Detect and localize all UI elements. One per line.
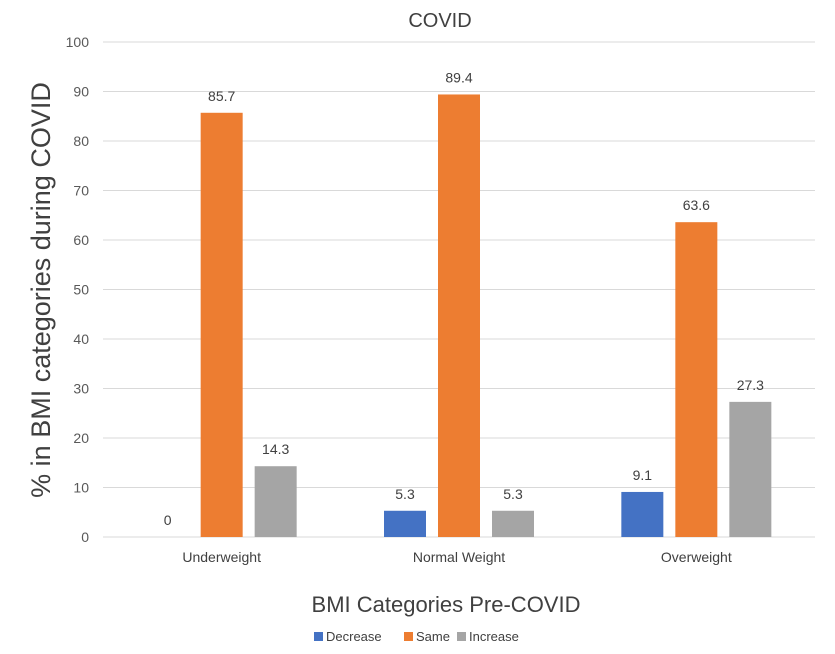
data-label: 0 [164,512,172,528]
x-tick-label: Overweight [661,549,732,565]
y-tick-label: 30 [73,381,89,397]
data-label: 89.4 [445,69,472,85]
legend-swatch-increase [457,632,466,641]
y-tick-label: 0 [81,529,89,545]
bar-decrease-overweight [621,491,664,537]
legend-label-decrease: Decrease [326,629,382,644]
data-label: 5.3 [503,486,523,502]
y-tick-label: 60 [73,232,89,248]
bar-increase-normal-weight [492,510,534,537]
data-label: 63.6 [683,197,710,213]
y-axis-label: % in BMI categories during COVID [26,82,56,498]
legend-swatch-decrease [314,632,323,641]
data-label: 5.3 [395,486,415,502]
bar-increase-overweight [729,401,772,537]
legend-label-increase: Increase [469,629,519,644]
bars [200,94,772,537]
data-labels: 0 85.7 14.3 5.3 89.4 5.3 9.1 63.6 27.3 [164,69,764,528]
y-axis-ticks: 0 10 20 30 40 50 60 70 80 90 100 [66,34,90,545]
legend-swatch-same [404,632,413,641]
y-tick-label: 80 [73,133,89,149]
x-axis-categories: Underweight Normal Weight Overweight [182,549,731,565]
bar-increase-underweight [254,466,297,537]
y-tick-label: 50 [73,282,89,298]
data-label: 9.1 [633,467,653,483]
legend-label-same: Same [416,629,450,644]
y-tick-label: 70 [73,183,89,199]
bar-same-underweight [200,112,243,537]
y-tick-label: 20 [73,430,89,446]
data-label: 14.3 [262,441,289,457]
legend: Decrease Same Increase [314,629,519,644]
bar-same-normal-weight [438,94,480,537]
chart-title: COVID [408,10,471,32]
y-tick-label: 90 [73,84,89,100]
y-tick-label: 40 [73,331,89,347]
y-tick-label: 10 [73,480,89,496]
data-label: 27.3 [737,377,764,393]
data-label: 85.7 [208,88,235,104]
bar-same-overweight [675,222,718,537]
y-tick-label: 100 [66,34,90,50]
x-tick-label: Normal Weight [413,549,505,565]
x-tick-label: Underweight [182,549,261,565]
x-axis-label: BMI Categories Pre-COVID [312,592,581,617]
bar-decrease-normal-weight [384,510,426,537]
